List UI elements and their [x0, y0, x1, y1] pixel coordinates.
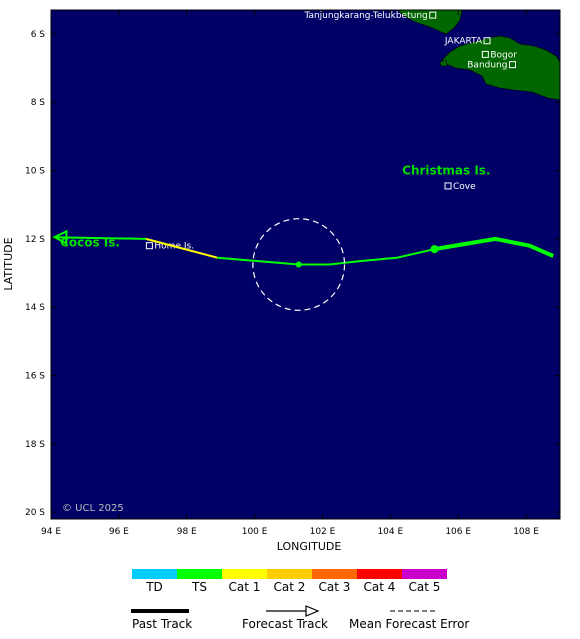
place-label: JAKARTA [444, 37, 483, 47]
place-marker [145, 242, 153, 250]
category-swatch [312, 569, 357, 579]
category-label: Cat 5 [409, 580, 441, 594]
category-swatch [177, 569, 222, 579]
forecast-arrow-icon [305, 605, 320, 617]
lon-tick-label: 108 E [513, 527, 539, 537]
category-swatch [402, 569, 447, 579]
lon-tick-label: 106 E [445, 527, 471, 537]
error-legend: Mean Forecast Error [349, 610, 469, 631]
forecast-position-marker [295, 261, 302, 268]
land-java-tip [439, 59, 448, 67]
lat-tick-label: 12 S [25, 235, 45, 245]
map-frame [50, 9, 561, 520]
forecast-track-label: Forecast Track [242, 617, 328, 631]
past-track-legend: Past Track [131, 609, 192, 631]
category-swatch [267, 569, 312, 579]
place-marker [481, 50, 489, 58]
category-swatch [222, 569, 267, 579]
place-marker [429, 11, 437, 19]
forecast-error-circle [252, 218, 346, 311]
lon-tick-label: 98 E [177, 527, 197, 537]
forecast-track-segment [54, 236, 147, 240]
y-axis-title: LATITUDE [2, 237, 15, 290]
place-marker [508, 61, 516, 69]
forecast-track-segment [145, 237, 218, 259]
island-label: Christmas Is. [402, 164, 490, 178]
category-label: TS [191, 580, 207, 594]
past-track-label: Past Track [132, 617, 192, 631]
lon-tick-label: 102 E [310, 527, 336, 537]
lon-tick-label: 94 E [41, 527, 61, 537]
place-label: Cove [453, 182, 476, 192]
lat-tick-label: 8 S [31, 98, 46, 108]
place-marker [483, 37, 491, 45]
place-label: Bandung [467, 61, 507, 71]
lat-tick-label: 6 S [31, 30, 46, 40]
x-axis-title: LONGITUDE [277, 540, 342, 553]
axis-ticks: 94 E 96 E 98 E 100 E 102 E 104 E 106 E 108 E 6 S… [25, 10, 560, 537]
past-track-line [434, 236, 554, 258]
land-masses [397, 10, 560, 101]
lat-tick-label: 14 S [25, 303, 45, 313]
lon-tick-label: 96 E [109, 527, 129, 537]
lon-tick-label: 100 E [242, 527, 268, 537]
copyright-label: © UCL 2025 [62, 503, 124, 514]
category-label: Cat 1 [229, 580, 261, 594]
error-label: Mean Forecast Error [349, 617, 469, 631]
forecast-track-legend: Forecast Track [242, 605, 328, 631]
current-position-marker [430, 245, 439, 254]
category-label: Cat 2 [274, 580, 306, 594]
category-label: TD [145, 580, 163, 594]
place-label: Tanjungkarang-Telukbetung [303, 11, 427, 21]
category-legend: TD TS Cat 1 Cat 2 Cat 3 Cat 4 Cat 5 [132, 569, 447, 594]
forecast-arrowhead [52, 229, 68, 246]
lon-tick-label: 104 E [377, 527, 403, 537]
place-label: Bogor [490, 50, 517, 60]
lat-tick-label: 10 S [25, 167, 45, 177]
lat-tick-label: 16 S [25, 372, 45, 382]
category-swatch [357, 569, 402, 579]
category-label: Cat 4 [364, 580, 396, 594]
lat-tick-label: 20 S [25, 508, 45, 518]
category-swatch [132, 569, 177, 579]
land-java [441, 35, 560, 101]
place-marker [444, 182, 452, 190]
land-sumatra [397, 10, 463, 35]
storm-tracks [52, 218, 554, 311]
lat-tick-label: 18 S [25, 440, 45, 450]
category-label: Cat 3 [319, 580, 351, 594]
